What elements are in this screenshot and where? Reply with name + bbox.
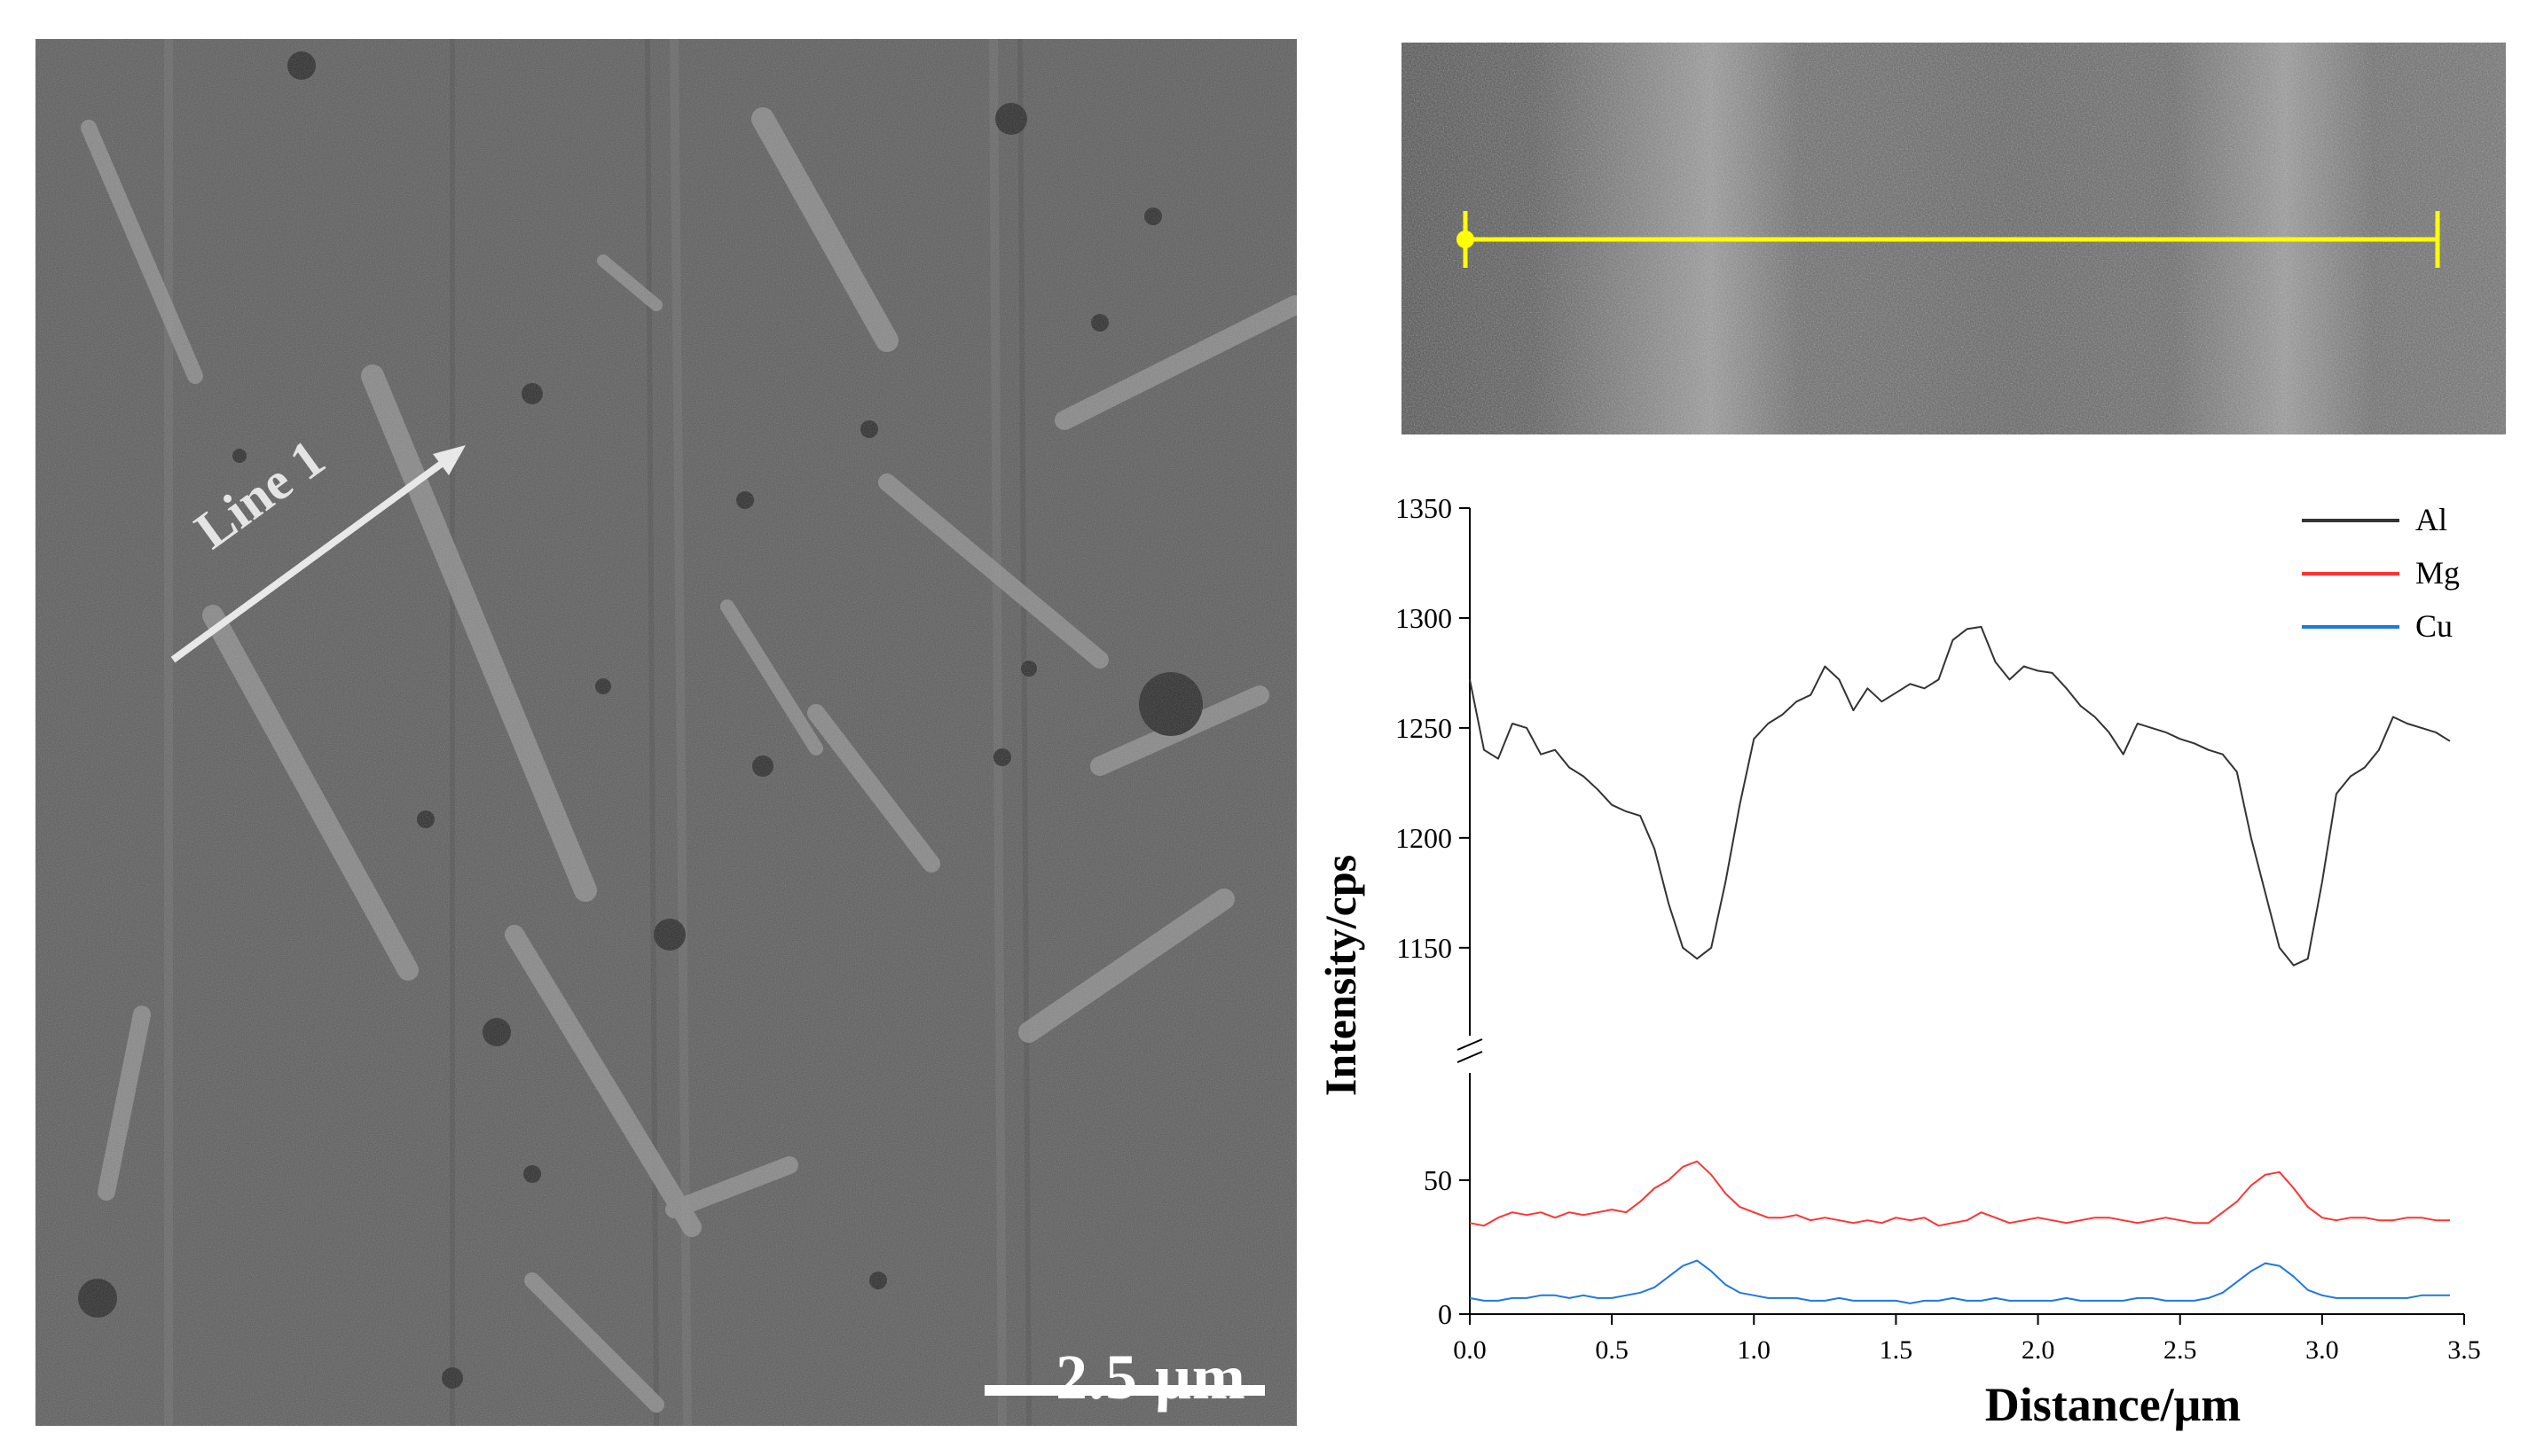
sem-micrograph: Line 1 2.5 μm [35, 39, 1297, 1426]
y-tick-label: 1350 [1395, 492, 1452, 524]
x-tick-label: 3.0 [2305, 1335, 2339, 1365]
y-tick-label: 1200 [1395, 822, 1452, 854]
scale-bar-label: 2.5 μm [1056, 1342, 1246, 1413]
line1-arrow [170, 445, 466, 663]
y-tick-label: 0 [1438, 1298, 1452, 1330]
legend-label-cu: Cu [2415, 608, 2453, 644]
scale-bar [985, 1385, 1265, 1396]
x-tick-label: 1.5 [1880, 1335, 1913, 1365]
line-scan-texture [1401, 43, 2506, 434]
y-tick-label: 50 [1424, 1164, 1452, 1196]
axis-break-mark [1456, 1051, 1483, 1063]
y-tick-label: 1150 [1396, 932, 1452, 964]
x-tick-label: 2.5 [2163, 1335, 2197, 1365]
chart-ticks: 0.0 0.5 1.0 1.5 2.0 2.5 3.0 3.5 1150 1200 1250 1300… [1395, 492, 2481, 1365]
chart-series [1469, 625, 2451, 1304]
series-line-cu [1469, 1259, 2450, 1304]
x-tick-label: 3.5 [2447, 1335, 2481, 1365]
line-profile-chart: 0.0 0.5 1.0 1.5 2.0 2.5 3.0 3.5 1150 1200 1250 1300… [1315, 492, 2481, 1431]
x-tick-label: 1.0 [1738, 1335, 1771, 1365]
line-scan-image [1401, 43, 2506, 434]
series-line-mg [1469, 1160, 2450, 1227]
axis-break-mark [1456, 1038, 1483, 1051]
x-tick-label: 0.5 [1595, 1335, 1629, 1365]
y-tick-label: 1250 [1395, 712, 1452, 744]
x-axis-label: Distance/μm [1985, 1378, 2242, 1431]
x-tick-label: 0.0 [1453, 1335, 1487, 1365]
sem-texture [35, 39, 1297, 1426]
chart-axes [1456, 508, 2464, 1315]
series-line-al [1469, 625, 2451, 967]
x-tick-label: 2.0 [2022, 1335, 2055, 1365]
legend-label-mg: Mg [2415, 555, 2460, 591]
y-tick-label: 1300 [1395, 602, 1452, 634]
line-scan-marker [1456, 211, 2440, 268]
legend-label-al: Al [2415, 502, 2447, 537]
y-axis-label: Intensity/cps [1315, 855, 1365, 1096]
chart-legend: Al Mg Cu [2302, 502, 2460, 644]
